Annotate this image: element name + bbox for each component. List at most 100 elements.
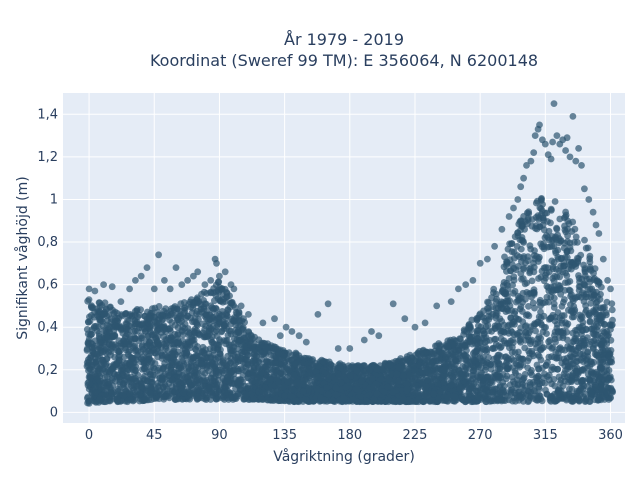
data-point bbox=[146, 326, 154, 333]
data-point bbox=[84, 399, 91, 407]
data-point bbox=[129, 344, 137, 352]
data-point bbox=[584, 244, 592, 252]
data-point bbox=[553, 266, 560, 273]
data-point bbox=[172, 396, 180, 403]
data-point bbox=[219, 311, 227, 319]
data-point bbox=[601, 321, 608, 329]
data-point bbox=[209, 338, 216, 346]
data-point bbox=[551, 198, 559, 205]
data-point bbox=[447, 381, 455, 389]
data-point bbox=[493, 295, 500, 303]
data-point bbox=[494, 323, 502, 330]
data-point bbox=[526, 242, 534, 250]
data-point bbox=[105, 379, 113, 386]
data-point bbox=[191, 332, 198, 339]
data-point bbox=[501, 300, 509, 307]
data-point bbox=[500, 337, 508, 345]
data-point bbox=[578, 275, 586, 283]
data-point bbox=[572, 334, 580, 342]
data-point bbox=[608, 300, 616, 307]
data-point bbox=[566, 239, 574, 247]
data-point bbox=[492, 314, 500, 322]
data-point bbox=[546, 342, 553, 350]
data-point bbox=[103, 333, 111, 341]
data-point bbox=[605, 331, 612, 339]
data-point bbox=[184, 312, 192, 320]
data-point bbox=[503, 279, 511, 287]
data-point bbox=[223, 374, 231, 382]
data-point bbox=[434, 379, 441, 387]
data-point bbox=[207, 354, 215, 362]
data-point bbox=[541, 370, 548, 378]
data-point bbox=[590, 345, 597, 353]
data-point bbox=[566, 372, 574, 379]
data-point bbox=[228, 298, 236, 306]
data-point bbox=[597, 340, 605, 348]
data-point bbox=[85, 296, 93, 303]
data-point bbox=[539, 299, 547, 307]
data-point bbox=[480, 334, 488, 342]
data-point bbox=[553, 225, 561, 233]
data-point bbox=[197, 383, 205, 390]
data-point bbox=[223, 289, 231, 296]
data-point bbox=[555, 345, 563, 353]
data-point bbox=[496, 365, 504, 373]
data-point bbox=[190, 354, 198, 362]
data-point bbox=[567, 307, 575, 315]
data-point bbox=[485, 354, 492, 361]
data-point bbox=[603, 340, 611, 348]
data-point bbox=[101, 374, 109, 382]
data-point bbox=[590, 359, 598, 366]
data-point bbox=[562, 213, 569, 221]
data-point bbox=[509, 281, 516, 289]
data-point bbox=[212, 395, 220, 403]
data-point bbox=[581, 266, 589, 274]
data-point bbox=[179, 337, 187, 345]
data-point bbox=[524, 398, 532, 406]
data-point bbox=[257, 349, 264, 356]
data-point bbox=[258, 369, 266, 377]
data-point bbox=[100, 326, 108, 334]
data-point bbox=[587, 299, 595, 307]
data-point bbox=[600, 355, 608, 363]
data-point bbox=[100, 311, 108, 318]
data-point bbox=[147, 349, 155, 357]
data-point bbox=[175, 365, 183, 373]
data-point bbox=[500, 263, 508, 271]
data-point bbox=[370, 395, 378, 403]
data-point bbox=[592, 331, 600, 338]
data-point bbox=[166, 325, 174, 333]
data-point bbox=[173, 358, 180, 366]
data-point bbox=[199, 320, 207, 328]
data-point bbox=[519, 275, 527, 282]
data-point bbox=[385, 376, 393, 383]
data-point bbox=[388, 370, 395, 378]
data-point bbox=[224, 306, 232, 313]
data-point bbox=[586, 398, 594, 405]
data-point bbox=[551, 335, 559, 343]
data-point bbox=[555, 354, 563, 362]
data-point bbox=[166, 394, 173, 402]
data-point bbox=[556, 215, 564, 223]
data-point bbox=[566, 363, 574, 371]
data-point bbox=[235, 338, 243, 345]
data-point bbox=[223, 336, 231, 344]
data-point bbox=[168, 387, 176, 395]
data-point bbox=[537, 356, 545, 364]
data-point bbox=[560, 312, 568, 319]
data-point bbox=[307, 372, 314, 379]
data-point bbox=[579, 377, 586, 385]
data-point bbox=[526, 350, 533, 357]
data-point bbox=[132, 363, 140, 370]
data-point bbox=[222, 384, 230, 391]
data-point bbox=[226, 327, 233, 335]
data-point bbox=[510, 273, 518, 280]
data-point bbox=[96, 338, 104, 346]
data-point bbox=[535, 385, 543, 393]
data-point bbox=[547, 293, 555, 301]
data-point bbox=[481, 385, 489, 392]
data-point bbox=[262, 344, 270, 352]
data-point bbox=[86, 331, 94, 339]
data-point bbox=[478, 373, 485, 381]
data-point bbox=[597, 334, 605, 342]
